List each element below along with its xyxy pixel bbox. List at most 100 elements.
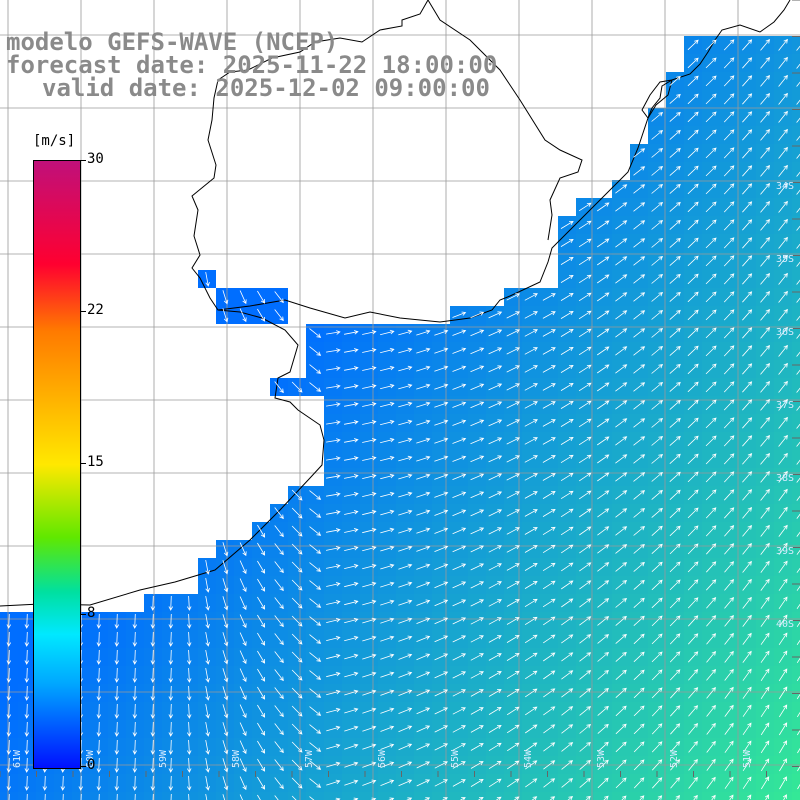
wind-arrow bbox=[274, 381, 284, 394]
wind-arrow bbox=[760, 416, 771, 429]
wind-arrow bbox=[764, 794, 770, 800]
wind-arrow bbox=[24, 739, 30, 755]
wind-arrow bbox=[560, 436, 574, 445]
wind-arrow bbox=[778, 704, 788, 718]
wind-arrow bbox=[416, 671, 431, 679]
lat-label: 35S bbox=[776, 254, 794, 265]
wind-arrow bbox=[380, 761, 395, 768]
wind-arrow bbox=[578, 274, 592, 284]
wind-arrow bbox=[578, 292, 592, 302]
wind-arrow bbox=[579, 741, 591, 752]
wind-arrow bbox=[309, 580, 322, 590]
wind-arrow bbox=[711, 794, 716, 800]
lagoon-border bbox=[641, 79, 673, 119]
wind-arrow bbox=[434, 617, 449, 625]
wind-arrow bbox=[488, 689, 502, 697]
wind-arrow bbox=[596, 274, 610, 284]
wind-arrow bbox=[470, 671, 484, 679]
wind-arrow bbox=[452, 509, 467, 517]
wind-arrow bbox=[549, 796, 556, 800]
wind-arrow bbox=[309, 706, 322, 716]
wind-arrow bbox=[796, 711, 800, 718]
wind-arrow bbox=[239, 560, 247, 575]
wind-arrow bbox=[257, 794, 261, 800]
wind-arrow bbox=[796, 315, 800, 321]
wind-arrow bbox=[706, 633, 717, 645]
wind-arrow bbox=[132, 667, 138, 683]
wind-arrow bbox=[760, 38, 771, 51]
wind-arrow bbox=[168, 775, 174, 791]
wind-arrow bbox=[596, 256, 610, 266]
wind-speed-cell bbox=[450, 792, 468, 800]
wind-arrow bbox=[524, 329, 538, 337]
wind-arrow bbox=[633, 597, 645, 608]
wind-arrow bbox=[380, 455, 395, 462]
wind-arrow bbox=[796, 423, 800, 429]
wind-arrow bbox=[693, 794, 698, 800]
wind-arrow bbox=[705, 273, 717, 285]
wind-arrow bbox=[362, 456, 377, 461]
wind-arrow bbox=[257, 524, 266, 538]
grid-labels: 34S 35S 36S 37S 38S 39S 40S 61W 60W 59W 58W 57W 56W 5… bbox=[12, 181, 794, 768]
wind-arrow bbox=[742, 165, 753, 177]
wind-arrow bbox=[488, 437, 503, 445]
wind-arrow bbox=[560, 544, 574, 554]
wind-arrow bbox=[274, 543, 284, 556]
wind-arrow bbox=[778, 596, 788, 610]
colorbar bbox=[33, 160, 81, 769]
wind-arrow bbox=[615, 184, 628, 194]
wind-arrow bbox=[488, 778, 502, 788]
wind-arrow bbox=[723, 399, 735, 411]
wind-arrow bbox=[561, 742, 574, 752]
wind-arrow bbox=[257, 740, 266, 754]
wind-arrow bbox=[222, 632, 229, 647]
wind-arrow bbox=[506, 652, 520, 661]
wind-arrow bbox=[150, 595, 156, 611]
wind-arrow bbox=[524, 365, 538, 373]
wind-arrow bbox=[506, 706, 520, 716]
lon-label: 61W bbox=[12, 749, 23, 768]
wind-arrow bbox=[380, 491, 395, 498]
wind-arrow bbox=[257, 578, 266, 592]
wind-arrow bbox=[291, 651, 303, 663]
wind-arrow bbox=[560, 400, 574, 409]
wind-arrow bbox=[724, 740, 734, 753]
wind-arrow bbox=[651, 129, 664, 140]
wind-arrow bbox=[760, 398, 771, 411]
wind-speed-cell bbox=[648, 792, 666, 800]
wind-arrow bbox=[239, 776, 247, 791]
wind-arrow bbox=[651, 669, 663, 681]
lon-label: 59W bbox=[158, 749, 169, 768]
wind-arrow bbox=[470, 455, 485, 463]
wind-arrow bbox=[742, 471, 753, 483]
wind-arrow bbox=[506, 311, 521, 319]
wind-speed-cells bbox=[0, 36, 800, 800]
wind-arrow bbox=[114, 739, 120, 755]
wind-arrow bbox=[24, 775, 30, 791]
wind-arrow bbox=[344, 635, 359, 642]
wind-arrow bbox=[222, 668, 229, 683]
wind-arrow bbox=[651, 291, 664, 302]
wind-arrow bbox=[380, 401, 395, 408]
wind-arrow bbox=[633, 364, 646, 374]
wind-arrow bbox=[506, 778, 520, 788]
wind-arrow bbox=[398, 383, 413, 390]
wind-arrow bbox=[657, 795, 663, 800]
wind-arrow bbox=[257, 614, 266, 628]
wind-arrow bbox=[309, 598, 322, 608]
wind-arrow bbox=[796, 369, 800, 375]
wind-arrow bbox=[560, 220, 574, 229]
wind-arrow bbox=[506, 509, 520, 517]
wind-arrow bbox=[470, 707, 484, 715]
wind-arrow bbox=[760, 362, 771, 375]
wind-arrow bbox=[596, 328, 610, 338]
colorbar-tick-mark bbox=[80, 463, 86, 464]
wind-arrow bbox=[633, 166, 646, 176]
wind-arrow bbox=[542, 490, 556, 499]
wind-arrow bbox=[560, 256, 574, 265]
wind-arrow bbox=[274, 651, 284, 664]
wind-arrow bbox=[724, 471, 735, 483]
wind-arrow bbox=[633, 561, 645, 572]
wind-arrow bbox=[705, 39, 717, 51]
wind-speed-cell bbox=[522, 792, 540, 800]
